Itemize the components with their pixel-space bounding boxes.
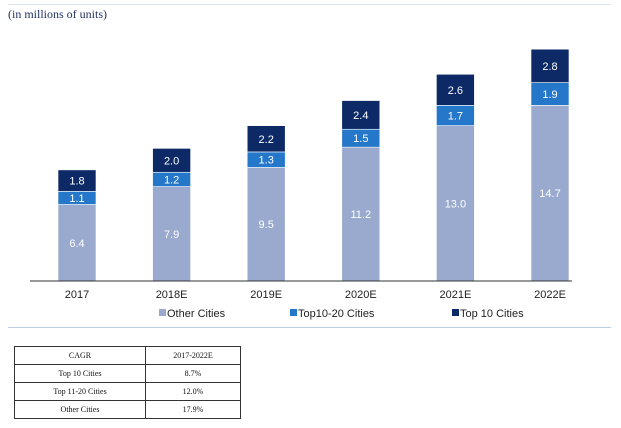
data-label: 2.2 xyxy=(259,134,274,146)
data-label: 2.0 xyxy=(164,155,179,167)
data-label: 1.7 xyxy=(448,110,463,122)
table-cell: Other Cities xyxy=(14,400,146,419)
table-cell: 12.0% xyxy=(145,382,241,401)
table-cell: Top 10 Cities xyxy=(14,364,146,383)
table-cell: 8.7% xyxy=(145,364,241,383)
x-tick-label: 2022E xyxy=(534,289,566,301)
table-cell: 17.9% xyxy=(145,400,241,419)
table-header-row: CAGR 2017-2022E xyxy=(14,346,241,365)
data-label: 1.5 xyxy=(353,133,368,145)
table-header-cell: 2017-2022E xyxy=(145,346,241,365)
legend-label: Top 10 Cities xyxy=(460,308,524,320)
stacked-bar-chart: 6.4 1.1 1.8 7.9 1.2 2.0 9.5 1.3 2.2 11.2 1.5 2.4 13.… xyxy=(30,48,572,320)
table-row: Top 10 Cities 8.7% xyxy=(14,364,241,383)
legend-swatch xyxy=(159,309,166,316)
x-tick-labels-group: 2017 2018E 2019E 2020E 2021E 2022E xyxy=(65,289,566,301)
bar-segment xyxy=(246,167,286,282)
bar-segment xyxy=(246,125,286,153)
x-tick-label: 2021E xyxy=(439,289,471,301)
value-labels-group: 6.4 1.1 1.8 7.9 1.2 2.0 9.5 1.3 2.2 11.2 1.5 2.4 13.… xyxy=(69,61,560,250)
x-tick-label: 2019E xyxy=(250,289,282,301)
bar-segment xyxy=(57,204,97,282)
bar-segment xyxy=(530,48,570,83)
x-tick-label: 2018E xyxy=(156,289,188,301)
data-label: 14.7 xyxy=(539,188,560,200)
bar-segment xyxy=(436,125,475,282)
data-label: 1.1 xyxy=(69,193,84,205)
unit-note: (in millions of units) xyxy=(8,7,107,21)
legend-swatch xyxy=(452,309,459,316)
bar-segment xyxy=(436,73,475,106)
table-row: Top 11-20 Cities 12.0% xyxy=(14,382,241,401)
data-label: 2.4 xyxy=(353,110,368,122)
x-tick-label: 2017 xyxy=(65,289,89,301)
data-label: 2.6 xyxy=(448,85,463,97)
bar-segment xyxy=(530,105,570,282)
data-label: 1.9 xyxy=(542,89,557,101)
data-label: 7.9 xyxy=(164,229,179,241)
data-label: 13.0 xyxy=(445,198,466,210)
legend-swatch xyxy=(290,309,297,316)
legend-label: Other Cities xyxy=(167,308,226,320)
bar-segment xyxy=(57,169,97,192)
cagr-table: CAGR 2017-2022E Top 10 Cities 8.7% Top 1… xyxy=(14,346,241,419)
legend: Other Cities Top10-20 Cities Top 10 Cities xyxy=(159,308,524,320)
bar-segment xyxy=(341,146,381,282)
data-label: 2.8 xyxy=(542,61,557,73)
data-label: 6.4 xyxy=(69,238,84,250)
bars-group xyxy=(57,48,570,282)
table-cell: Top 11-20 Cities xyxy=(14,382,146,401)
top-rule xyxy=(8,4,611,5)
data-label: 9.5 xyxy=(259,219,274,231)
bar-segment xyxy=(152,148,191,173)
table-row: Other Cities 17.9% xyxy=(14,400,241,419)
x-tick-label: 2020E xyxy=(345,289,377,301)
table-header-cell: CAGR xyxy=(14,346,146,365)
divider-rule xyxy=(8,327,611,328)
bar-segment xyxy=(341,100,381,130)
data-label: 1.2 xyxy=(164,174,179,186)
data-label: 1.3 xyxy=(259,155,274,167)
data-label: 1.8 xyxy=(69,176,84,188)
legend-label: Top10-20 Cities xyxy=(298,308,375,320)
data-label: 11.2 xyxy=(351,209,372,221)
bar-segment xyxy=(152,186,191,282)
